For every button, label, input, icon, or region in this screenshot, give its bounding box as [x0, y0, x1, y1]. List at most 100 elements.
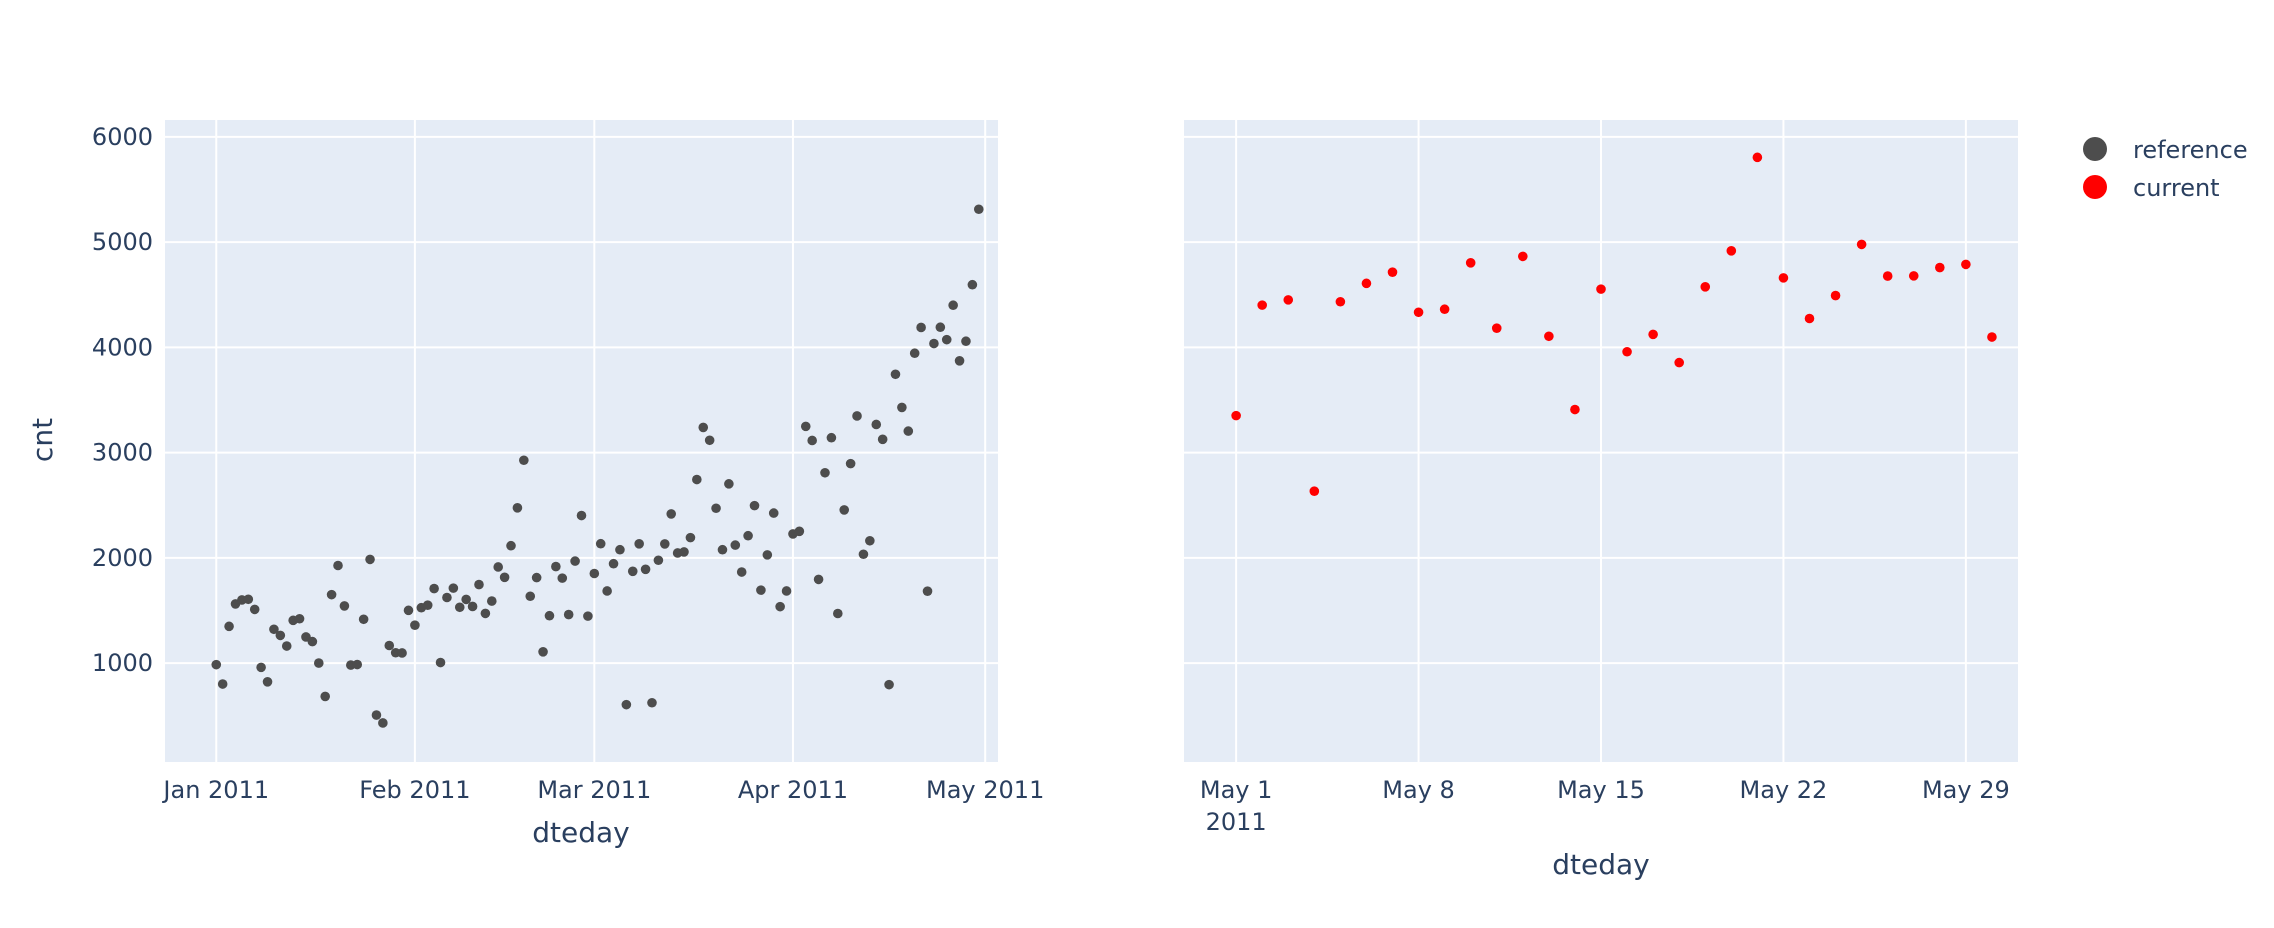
reference-point — [608, 558, 619, 569]
reference-plot-area: 1000 2000 3000 4000 5000 6000 Jan 2011 Feb 2011… — [92, 120, 1044, 804]
reference-point — [800, 421, 811, 432]
y-tick-label: 5000 — [92, 228, 153, 256]
reference-point — [544, 610, 555, 621]
reference-point — [249, 604, 260, 615]
reference-point — [589, 568, 600, 579]
current-point — [1856, 239, 1867, 250]
legend[interactable]: reference current — [2083, 136, 2248, 202]
current-point — [1830, 290, 1841, 301]
current-point — [1804, 313, 1815, 324]
current-point — [1413, 307, 1424, 318]
reference-point — [903, 426, 914, 436]
reference-point — [749, 500, 760, 511]
reference-point — [909, 348, 920, 359]
y-tick-label: 6000 — [92, 123, 153, 151]
reference-point — [486, 596, 497, 606]
x-axis-title-right: dteday — [1552, 848, 1649, 881]
reference-point — [634, 539, 644, 549]
legend-item-reference[interactable]: reference — [2083, 136, 2248, 164]
reference-point — [698, 422, 709, 433]
y-tick-label: 1000 — [92, 649, 153, 677]
reference-point — [871, 419, 882, 430]
reference-point — [519, 455, 529, 466]
reference-point — [724, 479, 734, 489]
current-point — [1491, 323, 1502, 333]
reference-point — [378, 718, 388, 728]
reference-point — [243, 594, 254, 605]
current-point — [1231, 410, 1241, 421]
current-point — [1778, 273, 1789, 283]
plot-background — [165, 120, 998, 762]
reference-point — [602, 586, 612, 596]
reference-point — [557, 573, 568, 583]
reference-point — [474, 579, 484, 590]
reference-point — [621, 699, 632, 710]
current-point — [1596, 284, 1606, 294]
current-point — [1648, 329, 1658, 340]
current-point — [1726, 246, 1737, 256]
reference-point — [422, 600, 433, 610]
reference-point — [480, 608, 491, 619]
reference-point — [884, 679, 894, 690]
reference-point — [211, 659, 222, 670]
reference-point — [371, 710, 382, 720]
reference-point — [281, 641, 292, 651]
x-tick-label: May 1 — [1200, 776, 1273, 804]
reference-point — [640, 564, 651, 575]
y-tick-label: 2000 — [92, 544, 153, 572]
current-point — [1335, 296, 1346, 307]
reference-point — [256, 662, 266, 673]
reference-point — [627, 566, 638, 577]
reference-point — [877, 434, 888, 445]
current-point — [1961, 259, 1971, 270]
current-point — [1544, 331, 1554, 342]
reference-point — [454, 602, 465, 613]
reference-point — [493, 562, 504, 572]
reference-point — [294, 613, 305, 624]
reference-point — [865, 535, 875, 546]
reference-point — [807, 435, 817, 446]
reference-point — [692, 474, 702, 485]
reference-point — [583, 611, 593, 621]
reference-point — [768, 508, 779, 518]
current-point — [1987, 332, 1997, 342]
reference-point — [499, 572, 510, 583]
reference-point — [365, 554, 375, 565]
legend-marker-current — [2083, 175, 2107, 199]
reference-point — [762, 550, 773, 560]
reference-point — [922, 586, 933, 596]
x-tick-label: Feb 2011 — [359, 776, 470, 804]
reference-point — [461, 594, 471, 605]
reference-point — [570, 556, 580, 566]
reference-point — [615, 544, 625, 555]
legend-label-current: current — [2133, 174, 2220, 202]
reference-point — [442, 592, 452, 603]
reference-point — [833, 608, 843, 619]
reference-point — [890, 369, 901, 380]
reference-point — [307, 636, 318, 647]
x-tick-label: Mar 2011 — [537, 776, 651, 804]
reference-point — [403, 605, 414, 616]
x-tick-label: Apr 2011 — [738, 776, 848, 804]
reference-point — [224, 621, 234, 632]
x-tick-label: May 22 — [1740, 776, 1828, 804]
reference-point — [435, 657, 446, 668]
current-point — [1387, 267, 1398, 277]
reference-point — [576, 510, 587, 521]
reference-point — [538, 647, 548, 657]
reference-point — [973, 204, 984, 215]
reference-point — [217, 679, 228, 689]
legend-item-current[interactable]: current — [2083, 174, 2220, 202]
current-point — [1622, 346, 1632, 357]
reference-point — [775, 601, 785, 612]
reference-point — [512, 503, 523, 513]
reference-point — [339, 601, 350, 611]
reference-point — [704, 435, 715, 446]
reference-point — [941, 334, 952, 345]
reference-point — [858, 549, 869, 560]
x-axis-title-left: dteday — [532, 816, 629, 849]
x-tick-label: May 29 — [1922, 776, 2010, 804]
reference-point — [647, 697, 657, 708]
current-point — [1465, 258, 1476, 268]
